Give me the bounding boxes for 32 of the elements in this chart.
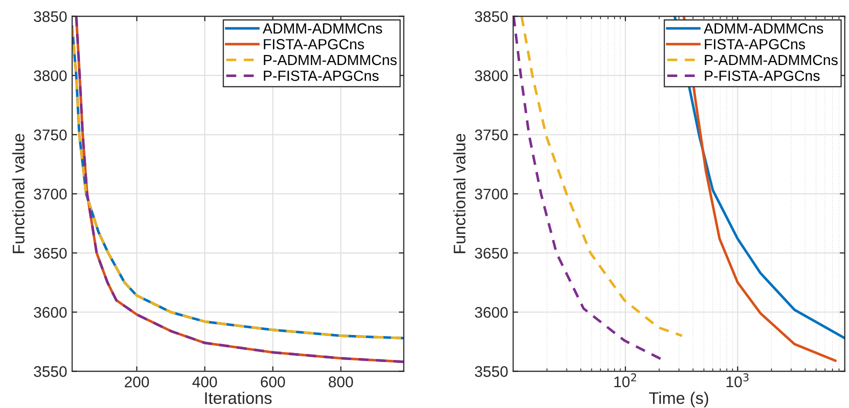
y-tick-label: 3650 xyxy=(34,248,67,259)
y-tick-label: 3700 xyxy=(474,188,508,200)
x-tick-label: 800 xyxy=(328,376,353,388)
legend-label: P-ADMM-ADMMCns xyxy=(704,54,838,66)
y-tick-label: 3550 xyxy=(34,366,67,377)
y-tick-label: 3600 xyxy=(474,306,508,318)
y-tick-label: 3850 xyxy=(474,11,508,22)
y-tick-label: 3700 xyxy=(34,188,67,200)
y-tick-label: 3550 xyxy=(474,366,508,377)
y-axis-title: Functional value xyxy=(12,134,24,254)
legend-label: ADMM-ADMMCns xyxy=(262,23,382,34)
y-axis-title: Functional value xyxy=(453,134,466,254)
x-axis-title: Time (s) xyxy=(649,392,708,408)
x-tick-label: 200 xyxy=(124,376,149,388)
y-tick-label: 3650 xyxy=(474,248,508,259)
x-axis-title: Iterations xyxy=(205,392,272,404)
y-tick-label: 3800 xyxy=(34,70,67,82)
legend-label: P-FISTA-APGCns xyxy=(264,70,379,81)
y-tick-label: 3800 xyxy=(474,70,508,82)
y-tick-label: 3850 xyxy=(34,11,67,22)
x-tick-label: 10$^{2}$ xyxy=(614,373,636,388)
x-tick-label: 10$^{3}$ xyxy=(726,373,749,388)
legend-label: ADMM-ADMMCns xyxy=(704,23,824,34)
x-tick-label: 600 xyxy=(260,376,285,388)
legend-label: FISTA-APGCns xyxy=(704,39,806,50)
x-tick-label: 400 xyxy=(192,376,217,388)
legend-label: P-FISTA-APGCns xyxy=(704,70,820,81)
y-tick-label: 3750 xyxy=(34,130,67,140)
y-tick-label: 3600 xyxy=(34,306,67,318)
y-tick-label: 3750 xyxy=(474,130,508,140)
legend-label: P-ADMM-ADMMCns xyxy=(264,54,397,66)
legend-label: FISTA-APGCns xyxy=(264,39,364,50)
